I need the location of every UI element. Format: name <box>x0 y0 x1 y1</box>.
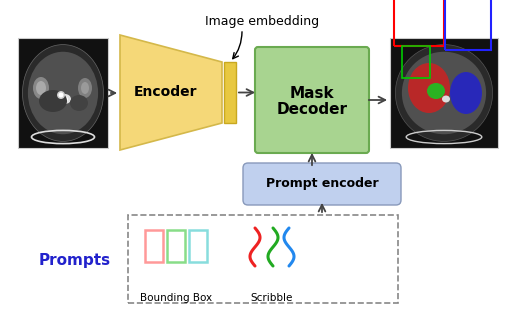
Text: Prompts: Prompts <box>39 252 111 268</box>
Polygon shape <box>120 35 221 150</box>
Circle shape <box>57 91 65 99</box>
Text: Image embedding: Image embedding <box>205 15 319 28</box>
Ellipse shape <box>426 83 444 99</box>
Ellipse shape <box>81 82 89 94</box>
Ellipse shape <box>59 94 71 104</box>
Text: Bounding Box: Bounding Box <box>139 293 212 303</box>
Ellipse shape <box>33 77 49 99</box>
Ellipse shape <box>449 72 481 114</box>
Ellipse shape <box>36 81 46 95</box>
Bar <box>393 0 443 46</box>
Bar <box>18 38 108 148</box>
FancyBboxPatch shape <box>254 47 369 153</box>
Bar <box>128 215 397 303</box>
Bar <box>166 230 185 262</box>
Ellipse shape <box>22 45 103 141</box>
Bar <box>444 0 490 50</box>
Ellipse shape <box>39 90 67 112</box>
Text: Prompt encoder: Prompt encoder <box>265 178 378 191</box>
Ellipse shape <box>394 45 492 141</box>
Circle shape <box>59 93 64 98</box>
Bar <box>223 62 236 123</box>
Text: Decoder: Decoder <box>276 102 347 118</box>
Ellipse shape <box>70 95 88 111</box>
Ellipse shape <box>78 78 92 98</box>
Text: Scribble: Scribble <box>250 293 293 303</box>
Bar <box>401 46 429 78</box>
FancyBboxPatch shape <box>242 163 400 205</box>
Bar <box>145 230 163 262</box>
Bar <box>189 230 207 262</box>
Ellipse shape <box>28 52 98 134</box>
Bar <box>389 38 497 148</box>
Text: Encoder: Encoder <box>134 86 197 100</box>
Ellipse shape <box>441 95 449 102</box>
Ellipse shape <box>62 96 68 101</box>
Text: Mask: Mask <box>289 87 334 101</box>
Ellipse shape <box>407 63 449 113</box>
Ellipse shape <box>401 52 485 134</box>
